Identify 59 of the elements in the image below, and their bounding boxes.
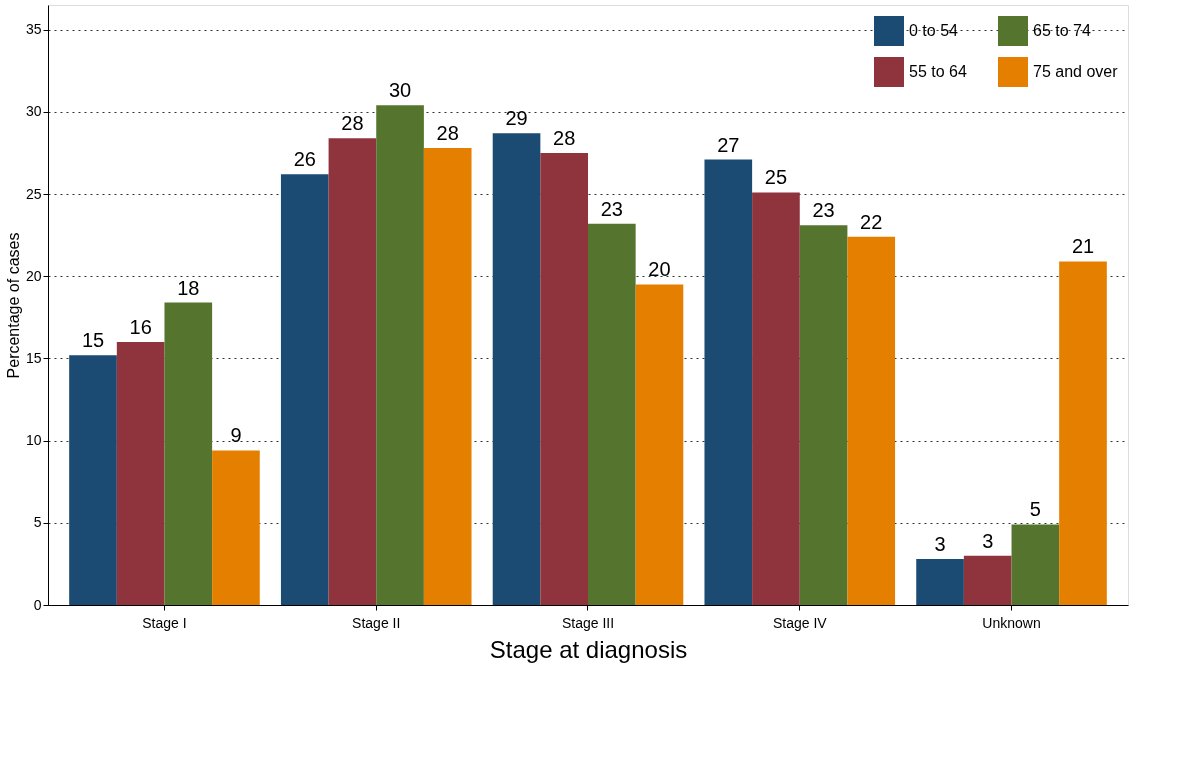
bar xyxy=(212,450,260,605)
y-tick-label: 5 xyxy=(33,514,42,531)
data-label: 28 xyxy=(553,126,576,149)
data-label: 27 xyxy=(717,133,740,156)
data-label: 20 xyxy=(648,258,671,281)
bar xyxy=(492,133,541,605)
data-label: 28 xyxy=(436,122,459,145)
data-label: 3 xyxy=(982,529,994,552)
legend-label: 0 to 54 xyxy=(909,22,959,39)
bar xyxy=(963,555,1012,605)
legend-label: 55 to 64 xyxy=(909,63,967,80)
data-label: 21 xyxy=(1071,235,1095,258)
data-label: 29 xyxy=(505,107,528,130)
x-tick-label: Unknown xyxy=(982,614,1041,631)
x-tick-label: Stage II xyxy=(352,614,401,631)
bar xyxy=(635,284,684,605)
x-tick-label: Stage IV xyxy=(772,614,828,631)
data-label: 23 xyxy=(600,197,623,220)
bar xyxy=(704,159,753,605)
data-label: 26 xyxy=(293,148,316,171)
bar xyxy=(328,138,377,605)
data-label: 18 xyxy=(177,276,200,299)
y-tick-label: 25 xyxy=(25,185,42,202)
data-label: 5 xyxy=(1029,498,1041,521)
data-label: 28 xyxy=(341,112,364,135)
x-axis-title: Stage at diagnosis xyxy=(489,635,688,663)
legend-label: 75 and over xyxy=(1033,63,1119,80)
x-tick-label: Stage III xyxy=(561,614,615,631)
y-tick-label: 30 xyxy=(25,103,42,120)
data-label: 25 xyxy=(764,166,788,189)
data-label: 23 xyxy=(812,199,835,222)
bar xyxy=(916,558,964,605)
bar xyxy=(1011,524,1060,605)
bar xyxy=(423,148,472,605)
bar xyxy=(752,192,800,605)
data-label: 15 xyxy=(81,329,105,352)
legend-label: 65 to 74 xyxy=(1033,22,1091,39)
bar xyxy=(69,355,117,605)
y-tick-label: 15 xyxy=(25,349,42,366)
bar xyxy=(1059,261,1107,605)
data-label: 22 xyxy=(860,210,883,233)
data-label: 16 xyxy=(129,315,152,338)
y-tick-label: 0 xyxy=(33,596,42,613)
bar xyxy=(164,302,213,605)
bar xyxy=(280,174,329,605)
y-axis-title: Percentage of cases xyxy=(4,232,22,379)
bar xyxy=(588,223,636,605)
y-tick-label: 20 xyxy=(25,267,42,284)
data-label: 3 xyxy=(934,532,946,555)
data-label: 9 xyxy=(230,424,242,447)
data-label: 30 xyxy=(388,79,412,102)
bar xyxy=(799,225,848,605)
bar xyxy=(116,341,165,605)
y-tick-label: 35 xyxy=(25,21,42,38)
bar xyxy=(376,105,424,605)
bar xyxy=(540,152,588,605)
bar xyxy=(847,236,896,605)
x-tick-label: Stage I xyxy=(142,614,187,631)
y-tick-label: 10 xyxy=(25,432,42,449)
